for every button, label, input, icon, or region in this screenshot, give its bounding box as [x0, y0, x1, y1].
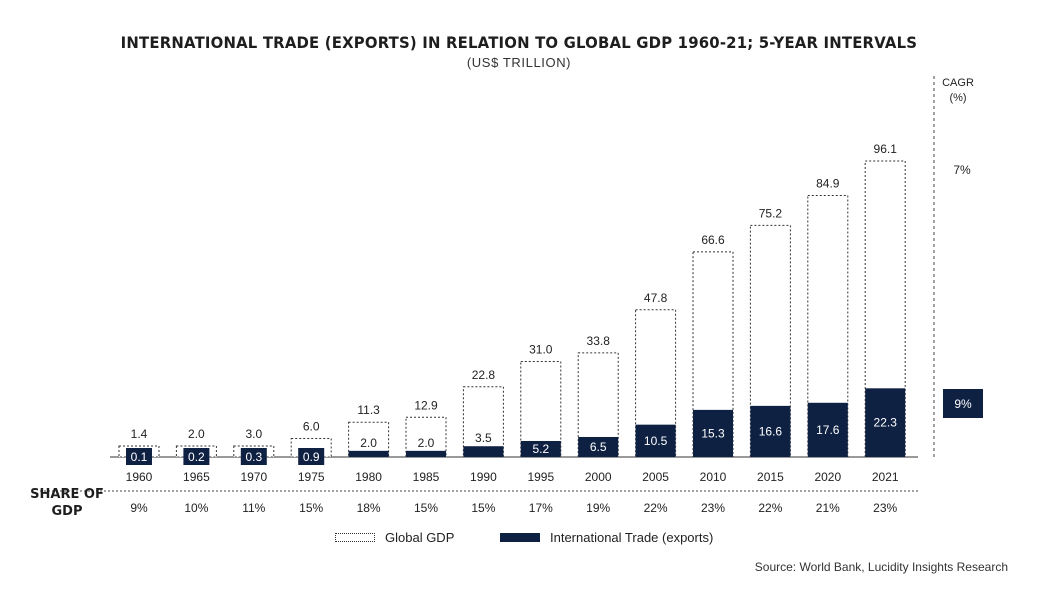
x-tick-label-1990: 1990: [470, 470, 497, 484]
trade-value-label-1985: 2.0: [418, 436, 435, 450]
trade-value-label-2021: 22.3: [874, 416, 898, 430]
x-tick-label-2005: 2005: [642, 470, 669, 484]
trade-value-label-2020: 17.6: [816, 423, 840, 437]
trade-value-label-2005: 10.5: [644, 434, 668, 448]
x-tick-label-2021: 2021: [872, 470, 899, 484]
trade-value-label-1980: 2.0: [360, 436, 377, 450]
trade-value-label-1970: 0.3: [245, 450, 262, 464]
trade-value-label-1965: 0.2: [188, 450, 205, 464]
gdp-value-label-2010: 66.6: [701, 233, 725, 247]
share-value-2010: 23%: [701, 501, 725, 515]
bar-trade-1995: [520, 440, 561, 457]
gdp-value-label-1995: 31.0: [529, 343, 553, 357]
cagr-trade-value: 9%: [954, 397, 972, 411]
legend-swatch-gdp: [335, 533, 375, 542]
bar-trade-2010: [693, 409, 733, 457]
trade-value-label-2010: 15.3: [701, 426, 725, 440]
gdp-value-label-1960: 1.4: [131, 427, 148, 441]
gdp-value-label-2020: 84.9: [816, 177, 840, 191]
gdp-value-label-2005: 47.8: [644, 291, 668, 305]
share-value-2015: 22%: [758, 501, 782, 515]
legend-swatch-trade: [500, 533, 540, 542]
trade-value-label-1990: 3.5: [475, 431, 492, 445]
bar-trade-1960: [126, 448, 152, 465]
cagr-header-line2: (%): [949, 92, 966, 104]
x-tick-label-1985: 1985: [413, 470, 440, 484]
x-tick-label-1980: 1980: [355, 470, 382, 484]
trade-value-label-1960: 0.1: [131, 450, 148, 464]
share-value-1965: 10%: [184, 501, 208, 515]
gdp-value-label-1985: 12.9: [414, 398, 438, 412]
gdp-value-label-1970: 3.0: [245, 427, 262, 441]
legend-item-gdp: Global GDP: [335, 530, 454, 545]
gdp-value-label-1975: 6.0: [303, 420, 320, 434]
x-tick-label-1965: 1965: [183, 470, 210, 484]
bar-trade-1975: [298, 448, 325, 465]
share-value-2020: 21%: [816, 501, 840, 515]
share-value-1960: 9%: [130, 501, 148, 515]
legend-label-trade: International Trade (exports): [550, 530, 714, 545]
cagr-gdp-value: 7%: [953, 163, 971, 177]
x-tick-label-2010: 2010: [700, 470, 727, 484]
share-of-gdp-label-line2: GDP: [52, 504, 83, 519]
gdp-value-label-2015: 75.2: [759, 206, 783, 220]
x-tick-label-2020: 2020: [814, 470, 841, 484]
bar-trade-2021: [865, 388, 906, 457]
share-value-2005: 22%: [644, 501, 668, 515]
x-tick-label-1970: 1970: [240, 470, 267, 484]
share-value-1985: 15%: [414, 501, 438, 515]
share-value-2021: 23%: [873, 501, 897, 515]
gdp-value-label-1980: 11.3: [357, 403, 380, 417]
trade-value-label-2000: 6.5: [590, 440, 607, 454]
share-value-1995: 17%: [529, 501, 553, 515]
share-value-1980: 18%: [357, 501, 381, 515]
x-tick-label-1960: 1960: [126, 470, 153, 484]
bar-trade-1980: [348, 450, 389, 457]
gdp-value-label-2021: 96.1: [874, 142, 898, 156]
x-tick-label-1975: 1975: [298, 470, 325, 484]
gdp-value-label-1990: 22.8: [472, 368, 496, 382]
gdp-value-label-1965: 2.0: [188, 427, 205, 441]
bar-trade-2005: [635, 424, 676, 457]
bar-trade-1965: [183, 448, 210, 465]
cagr-header-line1: CAGR: [942, 77, 974, 89]
share-value-2000: 19%: [586, 501, 610, 515]
share-value-1975: 15%: [299, 501, 323, 515]
x-tick-label-2000: 2000: [585, 470, 612, 484]
x-tick-label-2015: 2015: [757, 470, 784, 484]
share-of-gdp-label-line1: SHARE OF: [30, 487, 104, 502]
bar-trade-1970: [240, 448, 267, 465]
trade-value-label-1975: 0.9: [303, 450, 320, 464]
x-tick-label-1995: 1995: [527, 470, 554, 484]
bar-trade-2015: [750, 405, 791, 457]
chart-subtitle: (US$ TRILLION): [466, 55, 572, 70]
share-value-1990: 15%: [471, 501, 495, 515]
bar-trade-1990: [463, 446, 504, 457]
bar-trade-2020: [807, 402, 848, 457]
share-value-1970: 11%: [242, 501, 265, 515]
bar-gdp-1985: [405, 416, 447, 458]
bar-trade-2000: [578, 436, 619, 457]
source-note: Source: World Bank, Lucidity Insights Re…: [754, 560, 1008, 574]
legend-item-trade: International Trade (exports): [500, 530, 713, 545]
cagr-trade-badge: [943, 389, 983, 418]
chart-title: INTERNATIONAL TRADE (EXPORTS) IN RELATIO…: [120, 33, 918, 52]
bar-gdp-1990: [462, 386, 504, 458]
gdp-value-label-2000: 33.8: [587, 334, 611, 348]
trade-value-label-1995: 5.2: [532, 442, 549, 456]
legend-label-gdp: Global GDP: [385, 530, 455, 545]
bar-trade-1985: [406, 450, 446, 457]
trade-value-label-2015: 16.6: [759, 424, 783, 438]
